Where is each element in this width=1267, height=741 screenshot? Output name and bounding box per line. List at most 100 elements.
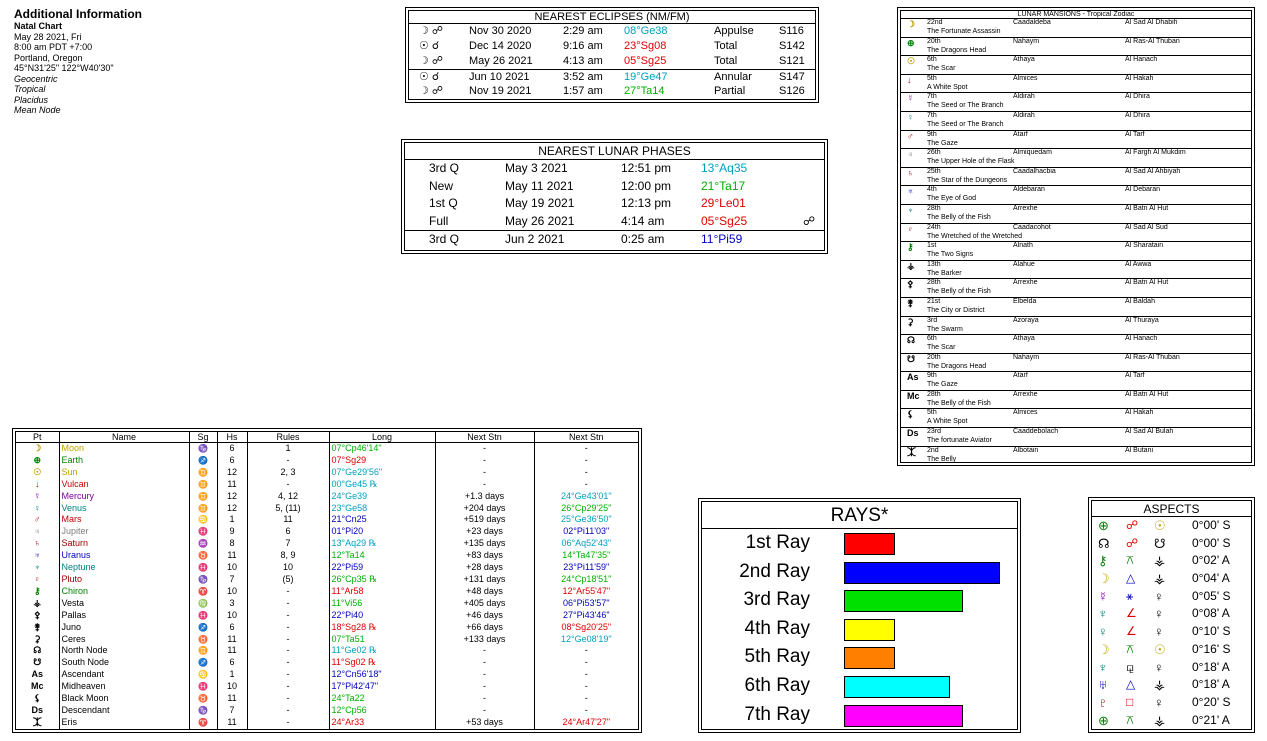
eclipse-date: Dec 14 2020 — [469, 40, 532, 52]
planet-next-station-days: +405 days — [435, 597, 535, 610]
mansion-number: 4th — [927, 186, 937, 194]
eclipse-type: Total — [714, 55, 738, 67]
sign-glyph-icon: ♐ — [189, 657, 218, 670]
mansion-arabic: Al Tarf — [1125, 130, 1145, 138]
mansion-name: Nahaym — [1013, 37, 1040, 45]
planet-longitude: 11°Vi56 — [329, 597, 436, 610]
planet-next-station-days: - — [435, 681, 535, 694]
mansion-planet-icon: ⚷ — [907, 242, 914, 253]
planet-glyph-icon: ☉ — [16, 466, 60, 479]
planet-next-station-days: - — [435, 669, 535, 682]
planet-next-station-position: 06°Pi53'57" — [562, 597, 610, 608]
phases-title: NEAREST LUNAR PHASES — [405, 143, 824, 160]
mansion-number: 6th — [927, 56, 937, 64]
mansion-number: 7th — [927, 93, 937, 101]
col-next-stn-1: Next Stn — [435, 432, 535, 443]
eclipses-title: NEAREST ECLIPSES (NM/FM) — [409, 11, 815, 24]
mansion-arabic: Al Sad Al Bulah — [1125, 428, 1174, 436]
planet-rules: - — [247, 681, 330, 694]
sign-glyph-icon: ♊ — [189, 645, 218, 658]
planet-next-station-position: - — [584, 454, 588, 465]
eclipse-type: Total — [714, 40, 738, 52]
mansion-arabic: Al Hanach — [1125, 335, 1158, 343]
eclipse-time: 9:16 am — [563, 40, 603, 52]
planet-rules: 8, 9 — [247, 550, 330, 563]
planet-next-station-position: 12°Ar55'47" — [562, 585, 611, 596]
col-next-stn-2: Next Stn — [534, 432, 638, 443]
mansion-description: A White Spot — [927, 418, 968, 426]
phase-position: 21°Ta17 — [701, 178, 746, 193]
planet-rules: - — [247, 716, 330, 729]
planet-next-station-position: 08°Sg20'25" — [561, 621, 612, 632]
planet-name: Earth — [59, 454, 190, 467]
mansion-arabic: Al Hakah — [1125, 409, 1154, 417]
mansion-arabic: Al Tarf — [1125, 372, 1145, 380]
planet-row: ⚵ Juno ♐ 6-18°Sg28 ℞ +66 days 08°Sg20'25" — [16, 621, 638, 634]
planet-next-station-position: 24°Ge43'01" — [560, 490, 612, 501]
planet-house: 9 — [217, 526, 248, 539]
planet-longitude: 07°Cp46'14" — [329, 442, 436, 455]
mansion-number: 28th — [927, 279, 941, 287]
planet-name: Pallas — [59, 609, 190, 622]
eclipse-type: Partial — [714, 85, 746, 97]
aspect-row: ♇ □ ♀ 0°20' S — [1092, 694, 1251, 712]
aspect-type-icon: ⚹ — [1126, 588, 1134, 603]
planet-glyph-icon: ⯰ — [16, 716, 60, 729]
planet-next-station-position: 25°Ge36'50" — [560, 514, 612, 525]
planet-longitude: 12°Ta14 — [329, 550, 436, 563]
aspect-row: ☿ ⚹ ♀ 0°05' S — [1092, 588, 1251, 606]
planet-name: Mercury — [59, 490, 190, 503]
planet-row: ⚷ Chiron ♈ 10-11°Ar58 +48 days 12°Ar55'47" — [16, 585, 638, 598]
planet-name: Mars — [59, 514, 190, 527]
mansion-row: ☉ 6th Athaya Al Hanach The Scar — [901, 56, 1251, 75]
mansion-arabic: Al Hanach — [1125, 56, 1158, 64]
mansion-planet-icon: ⚵ — [907, 297, 914, 308]
mansion-planet-icon: ⚳ — [907, 316, 914, 327]
mansion-row: ☿ 7th Aldirah Al Dhira The Seed or The Branc… — [901, 93, 1251, 112]
aspect-type-icon: ∠ — [1126, 606, 1137, 621]
mansion-name: Arrexhe — [1013, 204, 1038, 212]
eclipse-glyph-icon: ☉ ☌ — [419, 71, 440, 83]
planet-longitude: 24°Ar33 — [329, 716, 436, 729]
aspect-orb: 0°10' S — [1192, 624, 1231, 639]
phase-name: Full — [429, 213, 449, 228]
planet-house: 11 — [217, 716, 248, 729]
additional-info-panel: Additional Information Natal Chart May 2… — [14, 8, 142, 116]
mansion-arabic: Al Thuraya — [1125, 316, 1159, 324]
mansion-number: 20th — [927, 37, 941, 45]
mansion-row: ♇ 24th Caadacohot Al Sad Al Sud The Wretched… — [901, 224, 1251, 243]
planet-house: 7 — [217, 573, 248, 586]
aspect-orb: 0°05' S — [1192, 588, 1231, 603]
phase-time: 12:00 pm — [621, 178, 672, 193]
planet-row: Ds Descendant ♑ 7-12°Cp56- - — [16, 704, 638, 717]
mansion-description: The Seed or The Branch — [927, 120, 1004, 128]
nearest-lunar-phases-panel: NEAREST LUNAR PHASES 3rd Q May 3 2021 12:5… — [401, 139, 828, 254]
phase-position: 11°Pi59 — [701, 232, 743, 247]
mansion-description: A White Spot — [927, 83, 968, 91]
mansion-row: Mc 28th Arrexhe Al Batn Al Hut The Belly of … — [901, 391, 1251, 410]
sign-glyph-icon: ♊ — [189, 466, 218, 479]
mansion-description: The Dragons Head — [927, 362, 987, 370]
planet-rules: - — [247, 585, 330, 598]
planet-next-station-days: +46 days — [435, 609, 535, 622]
rays-title: RAYS* — [702, 502, 1017, 529]
eclipse-date: Nov 19 2021 — [469, 85, 532, 97]
aspect-orb: 0°21' A — [1192, 712, 1230, 727]
mansion-name: Almices — [1013, 74, 1038, 82]
aspect-planet2-icon: ⚶ — [1154, 677, 1166, 693]
mansion-arabic: Al Debaran — [1125, 186, 1161, 194]
mansions-title: LUNAR MANSIONS - Tropical Zodiac — [901, 11, 1251, 19]
eclipse-glyph-icon: ☽ ☍ — [419, 25, 444, 37]
aspect-planet2-icon: ♀ — [1154, 606, 1164, 622]
aspect-planet1-icon: ☊ — [1098, 535, 1110, 551]
chart-option: Placidus — [14, 94, 49, 105]
planet-name: Venus — [59, 502, 190, 515]
planet-house: 1 — [217, 669, 248, 682]
phase-position: 13°Aq35 — [701, 161, 748, 175]
mansion-arabic: Al Ras-Al Thuban — [1125, 37, 1180, 45]
planet-next-station-position: 06°Aq52'43" — [561, 538, 612, 549]
planet-next-station-days: +83 days — [435, 550, 535, 563]
ray-row: 6th Ray — [702, 672, 1017, 701]
mansion-planet-icon: ♃ — [907, 149, 914, 160]
planet-row: ♄ Saturn ♒ 8 7 13°Aq29 ℞ +135 days 06°Aq52'43" — [16, 538, 638, 551]
